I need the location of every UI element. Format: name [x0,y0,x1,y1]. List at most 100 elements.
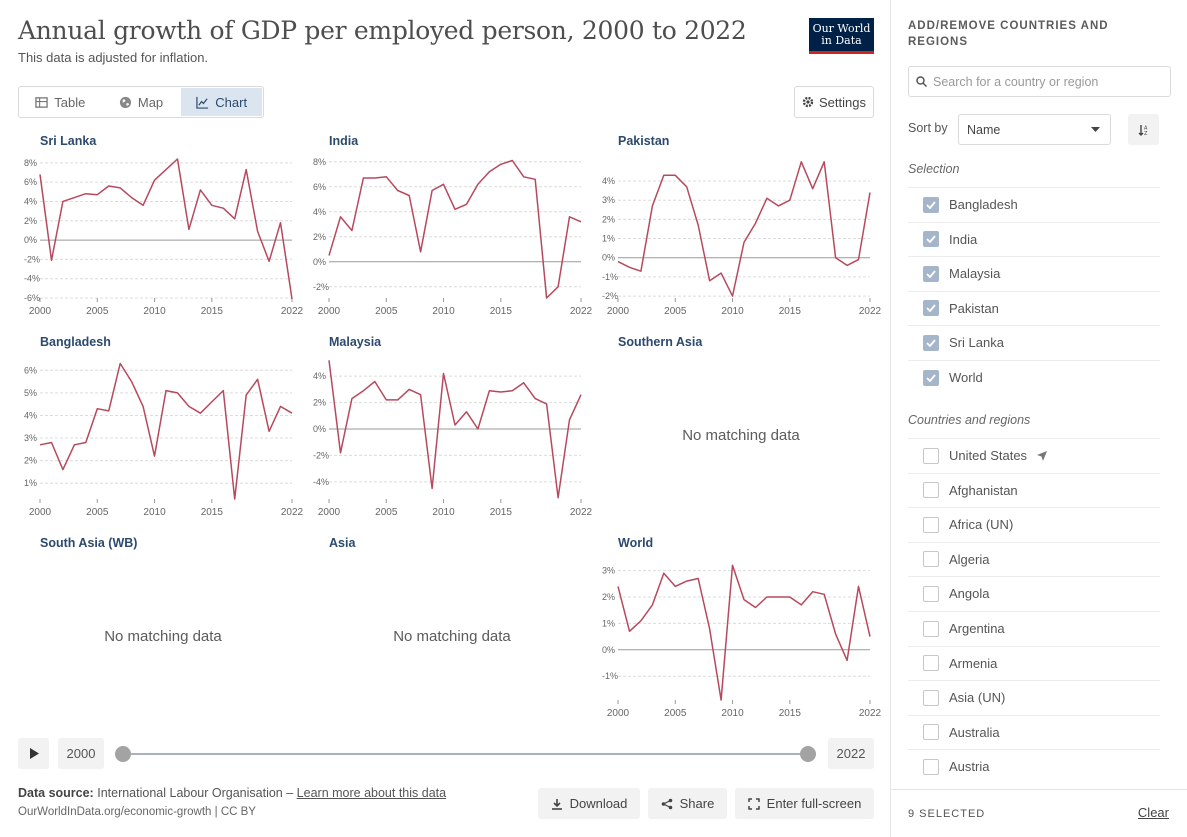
timeline-end-year[interactable]: 2022 [828,738,874,769]
data-point[interactable] [521,380,527,386]
checkbox-checked[interactable] [923,334,939,351]
data-point[interactable] [544,295,550,301]
data-point[interactable] [278,220,284,226]
checkbox[interactable] [923,758,939,775]
data-point[interactable] [856,583,862,589]
data-point[interactable] [615,259,621,265]
data-point[interactable] [406,386,412,392]
data-point[interactable] [486,388,492,394]
data-point[interactable] [810,186,816,192]
data-point[interactable] [661,172,667,178]
data-point[interactable] [567,214,573,220]
data-point[interactable] [60,467,66,473]
series-line[interactable] [328,360,582,499]
share-button[interactable]: Share [648,788,727,819]
data-point[interactable] [129,379,135,385]
data-point[interactable] [186,226,192,232]
data-point[interactable] [718,270,724,276]
series-line[interactable] [328,159,582,299]
data-point[interactable] [475,426,481,432]
data-point[interactable] [326,253,332,259]
checkbox[interactable] [923,482,939,499]
data-point[interactable] [209,399,215,405]
data-point[interactable] [452,206,458,212]
data-point[interactable] [152,453,158,459]
selected-entity-item[interactable]: Malaysia [908,256,1160,290]
data-point[interactable] [117,361,123,367]
data-point[interactable] [255,376,261,382]
data-point[interactable] [37,171,43,177]
data-point[interactable] [752,605,758,611]
data-point[interactable] [752,220,758,226]
data-point[interactable] [220,205,226,211]
data-point[interactable] [441,181,447,187]
data-point[interactable] [152,177,158,183]
checkbox[interactable] [923,620,939,637]
region-entity-item[interactable]: Afghanistan [908,472,1160,507]
data-point[interactable] [544,401,550,407]
owid-logo[interactable]: Our World in Data [809,18,874,54]
data-point[interactable] [821,159,827,165]
data-point[interactable] [695,575,701,581]
data-point[interactable] [48,257,54,263]
tab-map[interactable]: Map [101,88,182,116]
data-point[interactable] [383,174,389,180]
data-point[interactable] [615,583,621,589]
data-point[interactable] [360,175,366,181]
checkbox[interactable] [923,724,939,741]
data-point[interactable] [372,175,378,181]
data-point[interactable] [695,222,701,228]
data-point[interactable] [266,428,272,434]
data-point[interactable] [232,496,238,502]
data-point[interactable] [810,589,816,595]
region-entity-item[interactable]: Armenia [908,645,1160,680]
data-point[interactable] [672,583,678,589]
data-point[interactable] [60,198,66,204]
checkbox-checked[interactable] [923,369,939,386]
data-point[interactable] [578,219,584,225]
checkbox[interactable] [923,447,939,464]
data-point[interactable] [197,410,203,416]
data-point[interactable] [349,228,355,234]
data-point[interactable] [741,239,747,245]
checkbox[interactable] [923,585,939,602]
region-entity-item[interactable]: Algeria [908,541,1160,576]
data-point[interactable] [289,410,295,416]
data-point[interactable] [266,258,272,264]
data-point[interactable] [567,417,573,423]
data-point[interactable] [498,161,504,167]
data-point[interactable] [441,371,447,377]
data-point[interactable] [730,293,736,299]
data-point[interactable] [129,195,135,201]
selected-entity-item[interactable]: World [908,360,1160,394]
data-point[interactable] [833,631,839,637]
data-point[interactable] [429,485,435,491]
data-point[interactable] [867,634,873,640]
region-entity-item[interactable]: Angola [908,576,1160,610]
series-line[interactable] [617,564,871,701]
checkbox[interactable] [923,689,939,706]
selected-entity-item[interactable]: Bangladesh [908,187,1160,221]
data-point[interactable] [707,278,713,284]
checkbox-checked[interactable] [923,231,939,248]
data-point[interactable] [220,388,226,394]
data-point[interactable] [649,602,655,608]
data-point[interactable] [867,190,873,196]
data-point[interactable] [764,594,770,600]
selected-entity-item[interactable]: India [908,221,1160,256]
data-point[interactable] [349,396,355,402]
data-point[interactable] [117,185,123,191]
data-point[interactable] [463,201,469,207]
data-point[interactable] [532,396,538,402]
data-point[interactable] [452,422,458,428]
tab-chart[interactable]: Chart [181,88,263,116]
data-point[interactable] [578,392,584,398]
data-point[interactable] [821,591,827,597]
data-point[interactable] [83,440,89,446]
data-point[interactable] [278,403,284,409]
data-point[interactable] [326,357,332,363]
data-point[interactable] [406,193,412,199]
region-entity-item[interactable]: Asia (UN) [908,680,1160,714]
search-input[interactable]: Search for a country or region [908,66,1171,97]
data-point[interactable] [395,188,401,194]
